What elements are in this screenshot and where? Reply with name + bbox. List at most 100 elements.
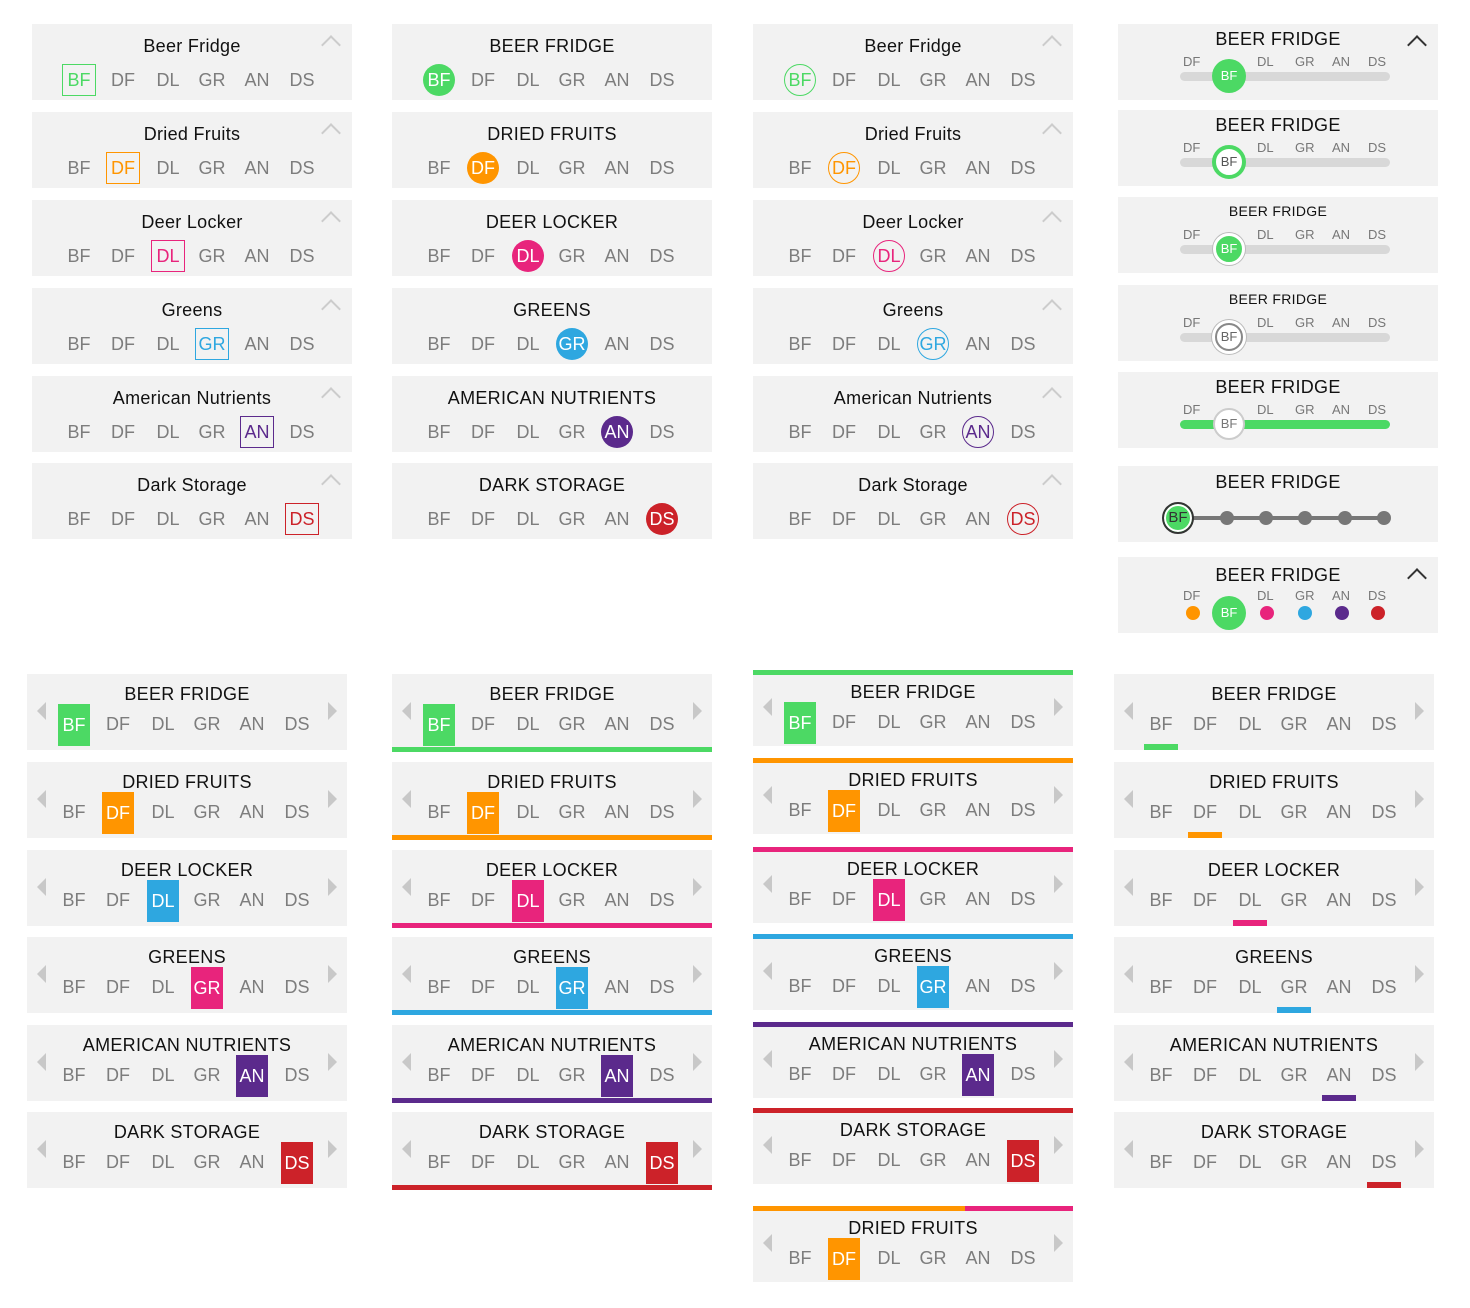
tab-df[interactable]: DF: [1193, 1065, 1217, 1085]
tab-bf[interactable]: BF: [67, 422, 91, 442]
slider-knob-bf[interactable]: BF: [1212, 145, 1246, 179]
tab-df[interactable]: DF: [106, 1065, 130, 1085]
color-dot-gr[interactable]: [1298, 606, 1312, 620]
previous-arrow-icon[interactable]: [763, 1050, 772, 1068]
tab-df[interactable]: DF: [471, 890, 495, 910]
slider-track[interactable]: [1180, 245, 1390, 254]
previous-arrow-icon[interactable]: [763, 962, 772, 980]
slider-track[interactable]: [1180, 72, 1390, 81]
tab-an[interactable]: AN: [604, 158, 630, 178]
previous-arrow-icon[interactable]: [763, 698, 772, 716]
tab-df[interactable]: DF: [471, 246, 495, 266]
tab-gr[interactable]: GR: [1280, 890, 1308, 910]
tab-an[interactable]: AN: [965, 712, 991, 732]
tab-ds[interactable]: DS: [289, 334, 315, 354]
tab-ds[interactable]: DS: [285, 503, 319, 535]
tab-an[interactable]: AN: [965, 800, 991, 820]
tab-gr[interactable]: GR: [558, 802, 586, 822]
next-arrow-icon[interactable]: [1054, 1136, 1063, 1154]
color-dot-ds[interactable]: [1371, 606, 1385, 620]
tab-ds[interactable]: DS: [1371, 977, 1397, 997]
previous-arrow-icon[interactable]: [402, 965, 411, 983]
tab-an[interactable]: AN: [1326, 1152, 1352, 1172]
previous-arrow-icon[interactable]: [402, 1053, 411, 1071]
slider-knob-bf[interactable]: BF: [1215, 323, 1243, 351]
tab-dl[interactable]: DL: [516, 802, 540, 822]
tab-an[interactable]: AN: [962, 1054, 994, 1096]
tab-ds[interactable]: DS: [646, 1142, 678, 1184]
tab-ds[interactable]: DS: [649, 70, 675, 90]
next-arrow-icon[interactable]: [328, 878, 337, 896]
tab-an[interactable]: AN: [604, 714, 630, 734]
next-arrow-icon[interactable]: [1054, 875, 1063, 893]
tab-bf[interactable]: BF: [788, 246, 812, 266]
tab-dl[interactable]: DL: [156, 422, 180, 442]
tab-ds[interactable]: DS: [649, 890, 675, 910]
tab-ds[interactable]: DS: [1371, 890, 1397, 910]
tab-gr[interactable]: GR: [919, 70, 947, 90]
tab-dl[interactable]: DL: [151, 240, 185, 272]
tab-an[interactable]: AN: [965, 1248, 991, 1268]
tab-gr[interactable]: GR: [1280, 714, 1308, 734]
tab-ds[interactable]: DS: [649, 246, 675, 266]
next-arrow-icon[interactable]: [693, 1053, 702, 1071]
next-arrow-icon[interactable]: [328, 1140, 337, 1158]
tab-dl[interactable]: DL: [151, 802, 175, 822]
tab-bf[interactable]: BF: [1149, 1065, 1173, 1085]
tab-dl[interactable]: DL: [1238, 714, 1262, 734]
next-arrow-icon[interactable]: [1054, 698, 1063, 716]
tab-dl[interactable]: DL: [877, 976, 901, 996]
tab-bf[interactable]: BF: [427, 1065, 451, 1085]
tab-ds[interactable]: DS: [1007, 503, 1039, 535]
tab-dl[interactable]: DL: [1238, 977, 1262, 997]
tab-ds[interactable]: DS: [284, 714, 310, 734]
tab-ds[interactable]: DS: [289, 422, 315, 442]
tab-df[interactable]: DF: [106, 890, 130, 910]
tab-gr[interactable]: GR: [558, 422, 586, 442]
tab-gr[interactable]: GR: [917, 328, 949, 360]
tab-ds[interactable]: DS: [649, 158, 675, 178]
previous-arrow-icon[interactable]: [1124, 878, 1133, 896]
tab-an[interactable]: AN: [965, 509, 991, 529]
tab-bf[interactable]: BF: [427, 977, 451, 997]
tab-df[interactable]: DF: [471, 1065, 495, 1085]
previous-arrow-icon[interactable]: [37, 790, 46, 808]
previous-arrow-icon[interactable]: [763, 1136, 772, 1154]
next-arrow-icon[interactable]: [693, 1140, 702, 1158]
tab-an[interactable]: AN: [965, 246, 991, 266]
tab-gr[interactable]: GR: [1280, 977, 1308, 997]
previous-arrow-icon[interactable]: [1124, 1140, 1133, 1158]
tab-bf[interactable]: BF: [67, 158, 91, 178]
tab-dl[interactable]: DL: [516, 422, 540, 442]
tab-dl[interactable]: DL: [156, 158, 180, 178]
tab-df[interactable]: DF: [111, 422, 135, 442]
tab-dl[interactable]: DL: [516, 977, 540, 997]
next-arrow-icon[interactable]: [1415, 965, 1424, 983]
tab-df[interactable]: DF: [111, 70, 135, 90]
tab-ds[interactable]: DS: [1010, 976, 1036, 996]
next-arrow-icon[interactable]: [1054, 786, 1063, 804]
tab-bf[interactable]: BF: [788, 1248, 812, 1268]
tab-gr[interactable]: GR: [919, 712, 947, 732]
tab-ds[interactable]: DS: [1007, 1140, 1039, 1182]
color-dot-dl[interactable]: [1260, 606, 1274, 620]
next-arrow-icon[interactable]: [1415, 702, 1424, 720]
tab-df[interactable]: DF: [106, 977, 130, 997]
tab-gr[interactable]: GR: [198, 246, 226, 266]
slider-dot-dl[interactable]: [1259, 511, 1273, 525]
tab-dl[interactable]: DL: [877, 800, 901, 820]
tab-dl[interactable]: DL: [156, 509, 180, 529]
tab-ds[interactable]: DS: [649, 334, 675, 354]
tab-df[interactable]: DF: [832, 422, 856, 442]
tab-dl[interactable]: DL: [873, 240, 905, 272]
tab-an[interactable]: AN: [244, 509, 270, 529]
tab-dl[interactable]: DL: [156, 334, 180, 354]
tab-dl[interactable]: DL: [151, 714, 175, 734]
next-arrow-icon[interactable]: [693, 965, 702, 983]
tab-gr[interactable]: GR: [919, 800, 947, 820]
tab-an[interactable]: AN: [244, 246, 270, 266]
tab-an[interactable]: AN: [965, 889, 991, 909]
tab-df[interactable]: DF: [471, 714, 495, 734]
tab-gr[interactable]: GR: [198, 70, 226, 90]
tab-an[interactable]: AN: [965, 334, 991, 354]
